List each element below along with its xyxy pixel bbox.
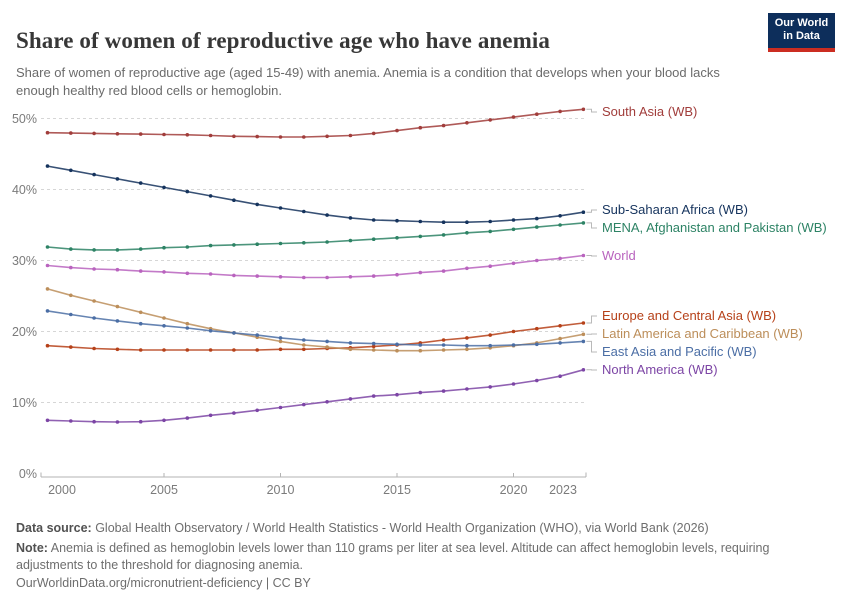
x-tick-label-2000: 2000 (48, 483, 76, 497)
label-connector-east-asia-pacific (586, 340, 597, 353)
chart-title: Share of women of reproductive age who h… (16, 28, 550, 54)
series-line-latin-america-caribbean[interactable] (45, 287, 597, 353)
series-line-north-america[interactable] (45, 368, 597, 424)
legend-label-world[interactable]: World (602, 248, 636, 263)
owid-logo-line1: Our World (774, 17, 829, 29)
x-tick-label-2020: 2020 (500, 483, 528, 497)
y-tick-label-20: 20% (12, 325, 37, 339)
legend-label-south-asia[interactable]: South Asia (WB) (602, 104, 698, 119)
chart-subtitle: Share of women of reproductive age (aged… (16, 65, 720, 98)
y-tick-label-50: 50% (12, 112, 37, 126)
y-tick-label-30: 30% (12, 254, 37, 268)
note-line: Note: Anemia is defined as hemoglobin le… (16, 540, 828, 574)
series-line-mena-afghanistan-pakistan[interactable] (45, 221, 597, 252)
label-connector-south-asia (586, 108, 597, 113)
owid-logo: Our World in Data (768, 13, 835, 52)
label-connector-sub-saharan-africa (586, 209, 597, 213)
y-tick-label-40: 40% (12, 183, 37, 197)
legend-label-mena-afghanistan-pakistan[interactable]: MENA, Afghanistan and Pakistan (WB) (602, 220, 827, 235)
owid-logo-line2: in Data (783, 30, 820, 42)
legend-label-sub-saharan-africa[interactable]: Sub-Saharan Africa (WB) (602, 202, 748, 217)
y-tick-label-10: 10% (12, 396, 37, 410)
data-source-label: Data source: (16, 520, 92, 535)
data-source-text: Global Health Observatory / World Health… (91, 520, 709, 535)
series-line-south-asia[interactable] (45, 107, 597, 139)
legend-label-europe-central-asia[interactable]: Europe and Central Asia (WB) (602, 308, 777, 323)
label-connector-europe-central-asia (586, 315, 597, 324)
note-text: Anemia is defined as hemoglobin levels l… (16, 540, 770, 572)
series-line-east-asia-pacific[interactable] (45, 309, 597, 353)
legend-label-latin-america-caribbean[interactable]: Latin America and Caribbean (WB) (602, 326, 803, 341)
label-connector-mena-afghanistan-pakistan (586, 222, 597, 229)
x-tick-label-2015: 2015 (383, 483, 411, 497)
x-tick-label-2023: 2023 (549, 483, 577, 497)
data-source-line: Data source: Global Health Observatory /… (16, 520, 836, 537)
x-tick-label-2005: 2005 (150, 483, 178, 497)
y-tick-label-0: 0% (19, 467, 37, 481)
citation-line: OurWorldinData.org/micronutrient-deficie… (16, 575, 311, 590)
legend-label-north-america[interactable]: North America (WB) (602, 362, 718, 377)
series-line-world[interactable] (45, 253, 597, 280)
series-line-sub-saharan-africa[interactable] (45, 164, 597, 224)
x-tick-label-2010: 2010 (267, 483, 295, 497)
series-line-europe-central-asia[interactable] (45, 315, 597, 352)
note-label: Note: (16, 540, 48, 555)
legend-label-east-asia-pacific[interactable]: East Asia and Pacific (WB) (602, 344, 757, 359)
label-connector-world (586, 255, 597, 257)
line-chart-plot-area[interactable]: 0% 10% 20% 30% 40% 50% 2000 2005 2010 2015 2020 202… (0, 0, 850, 505)
